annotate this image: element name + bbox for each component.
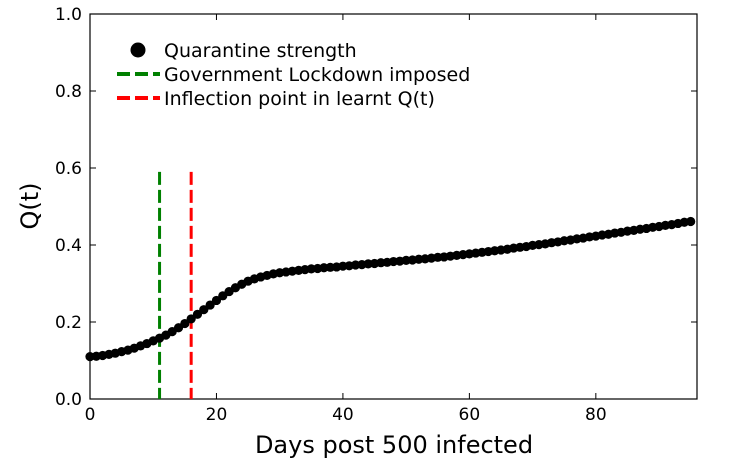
y-tick-label: 0.0 bbox=[55, 390, 82, 410]
y-tick-label: 0.4 bbox=[55, 236, 82, 256]
x-tick-label: 80 bbox=[585, 405, 607, 425]
x-tick-label: 20 bbox=[206, 405, 228, 425]
y-tick-label: 0.2 bbox=[55, 313, 82, 333]
data-point bbox=[186, 314, 196, 324]
legend-label-inflection: Inflection point in learnt Q(t) bbox=[164, 88, 435, 110]
legend: Quarantine strength Government Lockdown … bbox=[117, 40, 470, 110]
x-tick-label: 0 bbox=[85, 405, 96, 425]
data-point bbox=[199, 305, 209, 315]
quarantine-strength-points bbox=[85, 216, 696, 362]
data-point bbox=[180, 318, 190, 329]
y-tick-label: 0.8 bbox=[55, 82, 82, 102]
data-point bbox=[686, 216, 696, 227]
x-axis-label: Days post 500 infected bbox=[255, 431, 533, 459]
legend-label-quarantine: Quarantine strength bbox=[164, 40, 357, 62]
x-tick-label: 40 bbox=[332, 405, 354, 425]
vertical-reference-lines bbox=[158, 171, 193, 399]
y-axis-ticks: 0.0 0.2 0.4 0.6 0.8 1.0 bbox=[55, 5, 697, 410]
data-point bbox=[192, 309, 203, 319]
data-point bbox=[211, 295, 222, 306]
x-tick-label: 60 bbox=[459, 405, 481, 425]
y-tick-label: 1.0 bbox=[55, 5, 82, 25]
y-tick-label: 0.6 bbox=[55, 159, 82, 179]
legend-label-lockdown: Government Lockdown imposed bbox=[164, 64, 470, 86]
x-axis-ticks: 0 20 40 60 80 bbox=[85, 14, 607, 425]
data-point bbox=[205, 300, 215, 310]
plot-frame bbox=[89, 13, 698, 400]
legend-marker-quarantine bbox=[130, 42, 146, 58]
y-axis-label: Q(t) bbox=[16, 182, 44, 229]
